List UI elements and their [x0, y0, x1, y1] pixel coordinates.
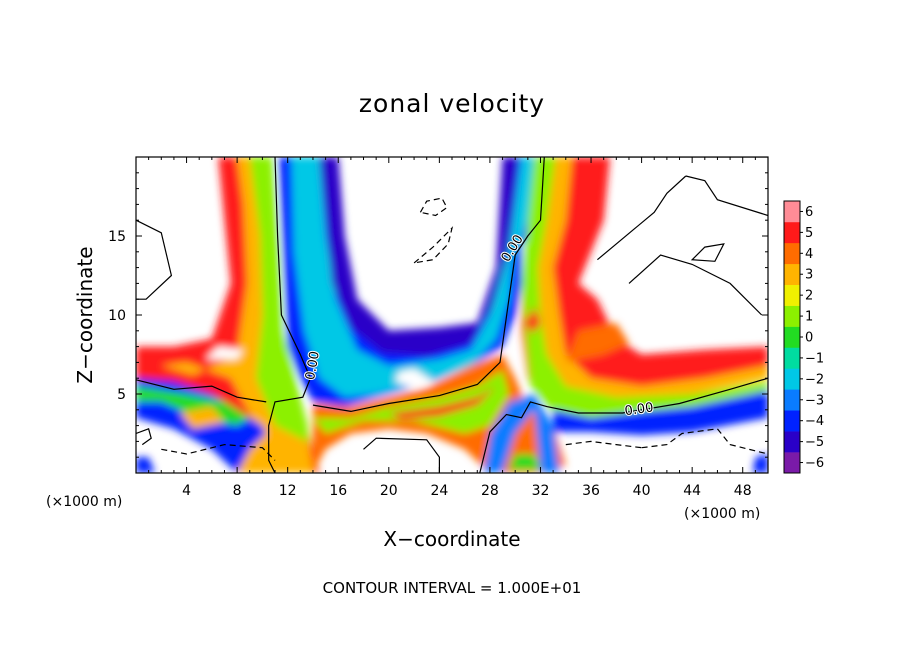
- field-right-pink-spot: [525, 307, 541, 334]
- colorbar-label: 6: [805, 205, 813, 220]
- field-left-bottom-warm: [237, 425, 313, 473]
- colorbar-label: 1: [805, 310, 813, 325]
- field-lower-right-blue: [553, 390, 768, 436]
- colorbar-bin: [784, 410, 800, 432]
- contour-dashed-bottom-mid: [565, 440, 642, 449]
- colorbar-bin: [784, 201, 800, 223]
- y-tick-label: 5: [117, 387, 126, 403]
- colorbar-label: 5: [805, 226, 813, 241]
- contour-right-loop: [690, 243, 725, 262]
- field-white-left-notch: [205, 346, 244, 360]
- x-tick-label: 24: [430, 483, 448, 499]
- field-central-blue-rim: [291, 157, 541, 398]
- contour-dashed-bottom-left: [161, 443, 276, 461]
- x-axis-ticks: 4 8 12 16 20 24 28 32 36 40 44 48: [148, 157, 756, 499]
- x-tick-label: 44: [683, 483, 701, 499]
- contour-left-small: [136, 428, 152, 446]
- field-left-plume-inner: [249, 157, 308, 473]
- contour-zero-lower-left: [136, 379, 267, 403]
- x-tick-label: 36: [582, 483, 600, 499]
- contour-interval-note: CONTOUR INTERVAL = 1.000E+01: [323, 579, 582, 597]
- colorbar-label: −4: [805, 414, 824, 429]
- y-tick-label: 10: [108, 308, 126, 324]
- field-bottom-green-spot: [508, 454, 541, 470]
- colorbar-label: 2: [805, 289, 813, 304]
- y-tick-label: 15: [108, 229, 126, 245]
- contour-lines: [136, 157, 768, 473]
- x-tick-label: 4: [182, 483, 191, 499]
- x-axis-label: X−coordinate: [383, 527, 520, 551]
- colorbar-label: −3: [805, 393, 824, 408]
- contour-bottom-arc: [363, 437, 440, 473]
- contour-dashed-mid-loop: [412, 226, 454, 264]
- x-tick-label: 12: [279, 483, 297, 499]
- contour-right-diagonal: [597, 175, 687, 261]
- x-tick-label: 32: [532, 483, 550, 499]
- field-right-plume-inner: [521, 157, 768, 418]
- colorbar-bin: [784, 284, 800, 306]
- chart-title: zonal velocity: [359, 89, 545, 118]
- colorbar-label: −1: [805, 351, 824, 366]
- contour-dashed-bottom-right: [641, 428, 768, 455]
- field-right-orange-core: [565, 322, 629, 363]
- contour-zero-right: [479, 377, 768, 473]
- colorbar-bin: [784, 389, 800, 411]
- x-tick-label: 16: [329, 483, 347, 499]
- colorbar-bin: [784, 263, 800, 285]
- contour-left-upper: [136, 219, 173, 300]
- field-corner-blue: [136, 457, 155, 473]
- colorbar-bin: [784, 326, 800, 348]
- y-axis-ticks: 5 10 15: [108, 172, 768, 458]
- field-bottom-yellow-band: [313, 370, 509, 434]
- colorbar-bin: [784, 347, 800, 369]
- contour-right-top: [685, 175, 768, 217]
- field-lower-left-green: [136, 386, 250, 426]
- colorbar-bin: [784, 242, 800, 265]
- colorbar-label: 3: [805, 268, 813, 283]
- contour-right-lower: [628, 254, 763, 316]
- colorbar-bin: [784, 431, 800, 453]
- x-tick-label: 8: [233, 483, 242, 499]
- colorbar-label: −5: [805, 435, 824, 450]
- colorbar-label: 4: [805, 247, 813, 262]
- colorbar-label: −6: [805, 456, 824, 471]
- colorbar-bin: [784, 305, 800, 327]
- contour-zero-left: [268, 157, 312, 473]
- x-tick-label: 40: [633, 483, 651, 499]
- field-bottom-blue-pocket: [483, 394, 560, 473]
- colorbar-label: −2: [805, 372, 824, 387]
- field-lower-left-spot: [180, 406, 225, 429]
- x-tick-label: 20: [380, 483, 398, 499]
- x-unit-label: (×1000 m): [684, 506, 760, 522]
- x-tick-label: 48: [734, 483, 752, 499]
- field-bottom-red-streak: [388, 386, 497, 420]
- field-white-bubble: [395, 368, 433, 388]
- colorbar-label: 0: [805, 331, 813, 346]
- colorbar-bin: [784, 452, 800, 474]
- contour-label-2: 0.00: [624, 400, 655, 419]
- z-unit-label: (×1000 m): [46, 494, 122, 510]
- velocity-field: [136, 157, 768, 473]
- colorbar: −6 −5 −4 −3 −2 −1 0 1 2 3 4 5 6: [783, 200, 824, 474]
- contour-label-0: 0.00: [303, 350, 323, 381]
- y-axis-label: Z−coordinate: [73, 246, 97, 383]
- colorbar-bin: [784, 368, 800, 390]
- field-right-corner-blue: [752, 454, 768, 473]
- x-tick-label: 28: [481, 483, 499, 499]
- contour-zero-central: [312, 157, 545, 413]
- field-central-violet: [319, 157, 519, 357]
- colorbar-bin: [784, 221, 800, 244]
- contour-dashed-top-loop: [419, 197, 448, 217]
